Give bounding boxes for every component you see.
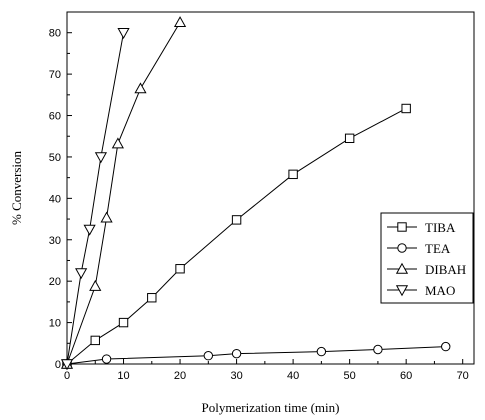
series-tiba — [62, 103, 411, 369]
series-tea-point — [203, 351, 214, 361]
x-tick-label: 0 — [64, 370, 70, 382]
series-dibah-point — [89, 279, 102, 291]
legend: TIBA TEA DIBAH MAO — [380, 212, 474, 304]
y-tick-label: 40 — [49, 193, 61, 205]
series-tiba-point — [401, 103, 411, 114]
plot-frame — [66, 11, 475, 365]
series-tiba-point — [147, 293, 157, 303]
series-mao-point — [75, 268, 88, 280]
legend-label-tea: TEA — [425, 241, 451, 256]
series-dibah-line — [66, 22, 181, 365]
y-axis-label: % Conversion — [9, 150, 24, 225]
legend-item-tiba: TIBA — [387, 220, 456, 235]
series-tea-point — [373, 344, 383, 355]
y-axis-ticks: 0 10 20 30 40 50 60 70 80 — [49, 28, 72, 371]
series-dibah-point — [134, 82, 147, 94]
series-mao — [60, 28, 130, 371]
series-tea-point — [316, 346, 327, 357]
y-tick-label: 0 — [55, 359, 61, 371]
x-tick-label: 50 — [344, 370, 356, 382]
series-tiba-point — [288, 169, 298, 180]
y-tick-label: 10 — [49, 318, 61, 330]
x-axis-ticks: 0 10 20 30 40 50 60 70 — [64, 359, 469, 382]
series-tiba-point — [231, 215, 242, 225]
legend-marker-dibah — [395, 262, 409, 274]
series-tea-point — [441, 341, 451, 352]
x-tick-label: 60 — [400, 370, 412, 382]
legend-marker-tea — [397, 243, 407, 253]
legend-item-mao: MAO — [387, 283, 455, 298]
legend-marker-tiba — [397, 222, 407, 232]
series-mao-line — [66, 32, 125, 365]
series-tiba-point — [344, 133, 355, 144]
series-dibah-point — [111, 137, 124, 149]
y-tick-label: 20 — [49, 276, 61, 288]
x-tick-label: 10 — [117, 370, 129, 382]
series-tiba-point — [175, 264, 185, 274]
series-mao-point — [117, 28, 130, 39]
series-dibah-point — [173, 16, 187, 28]
series-layer — [60, 16, 451, 371]
series-mao-point — [94, 152, 108, 164]
legend-item-dibah: DIBAH — [387, 262, 466, 277]
axes — [66, 11, 475, 365]
x-tick-label: 70 — [457, 370, 469, 382]
series-mao-point — [60, 359, 74, 371]
y-tick-label: 30 — [49, 235, 61, 247]
y-tick-label: 60 — [49, 111, 61, 123]
series-dibah — [60, 16, 187, 369]
legend-marker-mao — [395, 285, 409, 297]
x-tick-label: 20 — [174, 370, 186, 382]
series-tiba-point — [118, 317, 129, 328]
legend-box — [380, 212, 474, 304]
series-tiba-point — [90, 335, 100, 346]
x-axis-label: Polymerization time (min) — [202, 400, 340, 415]
series-tea-point — [101, 354, 112, 364]
y-tick-label: 50 — [49, 152, 61, 164]
x-tick-label: 30 — [230, 370, 242, 382]
legend-label-mao: MAO — [425, 283, 455, 298]
legend-item-tea: TEA — [387, 241, 451, 256]
legend-label-dibah: DIBAH — [425, 262, 466, 277]
series-dibah-point — [100, 211, 113, 223]
series-mao-point — [83, 224, 96, 236]
y-tick-label: 80 — [49, 28, 61, 40]
y-tick-label: 70 — [49, 69, 61, 81]
x-tick-label: 40 — [287, 370, 299, 382]
legend-label-tiba: TIBA — [425, 220, 456, 235]
series-tea-point — [231, 348, 242, 359]
